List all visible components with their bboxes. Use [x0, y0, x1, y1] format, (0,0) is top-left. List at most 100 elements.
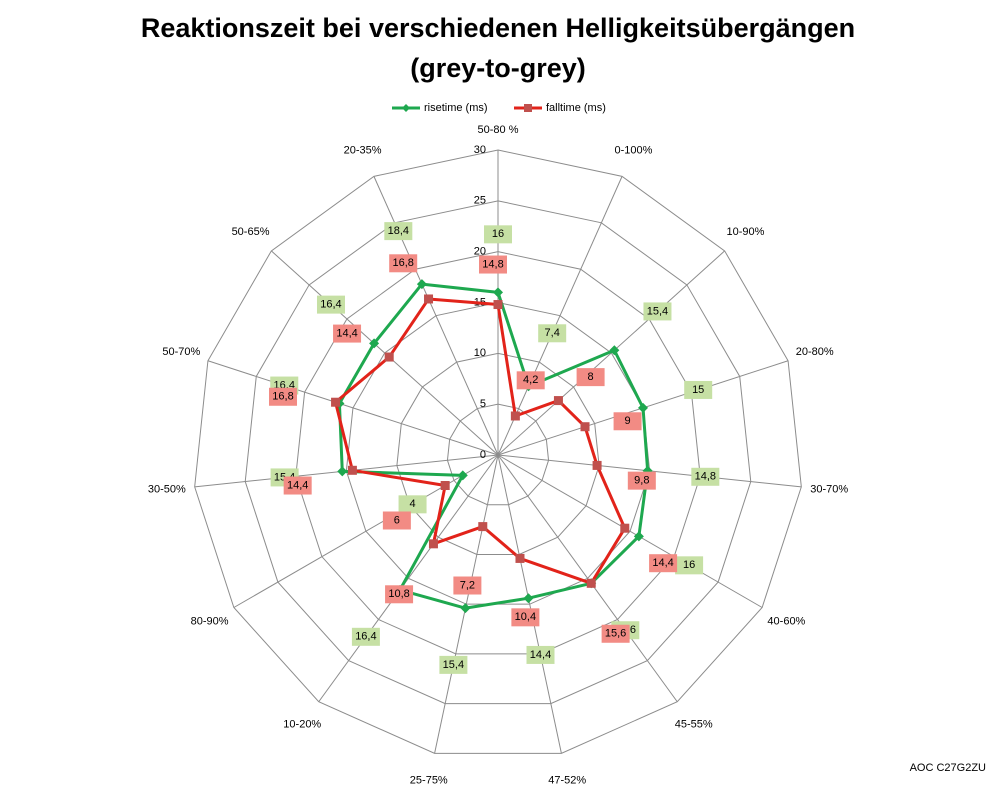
label-box — [484, 225, 512, 244]
marker — [620, 523, 630, 533]
spoke — [318, 454, 499, 703]
value-label: 14,4 — [652, 557, 673, 569]
category-label: 10-90% — [727, 226, 765, 238]
grid-line — [194, 149, 802, 754]
label-box — [269, 387, 298, 406]
label-box — [283, 476, 312, 495]
label-box — [613, 412, 642, 431]
marker — [523, 593, 534, 604]
marker — [586, 578, 596, 588]
spoke — [233, 454, 499, 608]
chart-title: Reaktionszeit bei verschiedenen Helligke… — [141, 13, 855, 43]
label-box — [384, 222, 413, 241]
label-box — [351, 627, 380, 646]
value-label: 15 — [692, 384, 704, 396]
label-box — [675, 556, 704, 575]
spoke — [497, 454, 562, 754]
label-box — [526, 645, 555, 664]
label-box — [649, 554, 678, 573]
value-label: 7,2 — [460, 579, 475, 591]
label-box — [316, 295, 345, 314]
marker — [369, 338, 380, 349]
category-label: 20-35% — [344, 145, 382, 157]
value-label: 16,8 — [392, 257, 413, 269]
value-label: 16,4 — [355, 631, 376, 643]
marker — [592, 460, 602, 470]
label-box — [398, 495, 427, 514]
value-label: 10,8 — [388, 588, 409, 600]
grid-line — [446, 403, 550, 506]
marker — [633, 531, 644, 542]
label-box — [453, 576, 482, 595]
category-label: 25-75% — [410, 775, 448, 786]
marker — [553, 396, 563, 406]
category-label: 0-100% — [614, 145, 652, 157]
value-label: 16,8 — [272, 391, 293, 403]
spoke — [373, 176, 499, 456]
series-line — [337, 282, 650, 610]
label-box — [439, 655, 468, 674]
value-label: 18,4 — [388, 225, 409, 237]
legend-marker — [524, 104, 532, 112]
value-label: 10,4 — [515, 611, 536, 623]
marker — [416, 279, 427, 290]
label-box — [691, 467, 720, 486]
category-label: 10-20% — [283, 718, 321, 730]
category-label: 50-80 % — [478, 124, 519, 136]
spoke — [497, 176, 623, 456]
marker — [331, 397, 341, 407]
y-tick-label: 5 — [480, 398, 486, 410]
category-label: 45-55% — [675, 718, 713, 730]
category-label: 40-60% — [767, 615, 805, 627]
label-box — [601, 624, 630, 643]
value-label: 9,8 — [634, 475, 649, 487]
marker — [510, 411, 520, 421]
value-label: 14,4 — [287, 479, 308, 491]
marker — [337, 466, 348, 477]
category-label: 20-80% — [796, 346, 834, 358]
label-box — [382, 511, 411, 530]
value-label: 4,2 — [523, 374, 538, 386]
value-label: 8 — [588, 371, 594, 383]
label-box — [333, 324, 362, 343]
label-box — [627, 471, 656, 490]
marker — [515, 553, 525, 563]
label-box — [511, 608, 540, 627]
marker — [493, 300, 503, 310]
grid-line — [295, 251, 701, 655]
marker — [347, 465, 357, 475]
value-label: 15,6 — [605, 628, 626, 640]
category-label: 47-52% — [548, 775, 586, 786]
marker — [428, 539, 438, 549]
category-label: 50-70% — [162, 346, 200, 358]
value-label: 9 — [625, 415, 631, 427]
category-label: 80-90% — [191, 615, 229, 627]
category-label: 30-70% — [810, 484, 848, 496]
marker — [580, 422, 590, 432]
label-box — [385, 585, 414, 604]
value-label: 14,4 — [336, 327, 357, 339]
value-label: 16,4 — [320, 299, 341, 311]
y-tick-label: 20 — [474, 246, 486, 258]
value-label: 15,4 — [443, 659, 464, 671]
label-box — [479, 255, 507, 274]
marker — [638, 402, 649, 413]
grid-line — [396, 352, 600, 555]
grid-line — [244, 200, 752, 705]
label-box — [684, 380, 713, 399]
value-label: 14,4 — [530, 649, 551, 661]
marker — [493, 287, 503, 298]
marker — [478, 522, 488, 532]
marker — [424, 294, 434, 304]
marker — [460, 603, 471, 614]
value-label: 16 — [492, 228, 504, 240]
label-box — [538, 324, 567, 343]
category-label: 50-65% — [232, 226, 270, 238]
legend-label: risetime (ms) — [424, 102, 488, 114]
label-box — [389, 254, 418, 273]
value-label: 16 — [683, 559, 695, 571]
spoke — [497, 454, 763, 608]
chart-subtitle: (grey-to-grey) — [410, 53, 586, 83]
y-tick-label: 0 — [480, 449, 486, 461]
annotation: AOC C27G2ZU — [910, 762, 986, 774]
